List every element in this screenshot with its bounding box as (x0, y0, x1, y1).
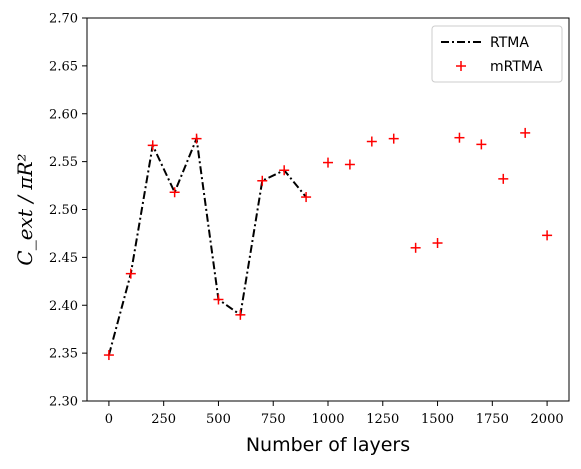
x-tick-label: 1000 (311, 412, 344, 427)
plot-frame (86, 17, 570, 402)
y-tick-label: 2.40 (49, 299, 78, 314)
x-tick-label: 250 (151, 412, 176, 427)
series-mrtma-point (542, 230, 553, 241)
y-tick-label: 2.30 (49, 395, 78, 410)
x-tick-label: 2000 (531, 412, 564, 427)
legend-rtma-label: RTMA (490, 35, 529, 51)
series-mrtma-point (191, 133, 202, 144)
series-mrtma-point (432, 238, 443, 249)
series-mrtma-point (103, 350, 114, 361)
series-rtma-line (107, 134, 307, 356)
y-tick-label: 2.50 (49, 203, 78, 218)
legend-box (431, 25, 563, 83)
legend-mrtma-swatch (456, 61, 466, 71)
series-mrtma-point (498, 173, 509, 184)
x-tick-label: 750 (261, 412, 286, 427)
y-tick-label: 2.60 (49, 107, 78, 122)
series-mrtma-point (520, 127, 531, 138)
legend: RTMA mRTMA (431, 25, 563, 83)
series-mrtma-point (323, 157, 333, 168)
series-mrtma-point (147, 140, 158, 151)
series-mrtma-point (476, 139, 487, 150)
x-tick-label: 1250 (366, 412, 399, 427)
legend-mrtma-label: mRTMA (490, 59, 543, 75)
series-mrtma-point (388, 133, 399, 144)
y-tick-label: 2.65 (49, 59, 78, 74)
x-tick-label: 500 (206, 412, 231, 427)
series-mrtma-point (125, 268, 136, 279)
y-tick-label: 2.55 (49, 155, 78, 170)
series-mrtma-point (366, 136, 377, 147)
y-tick-label: 2.45 (49, 251, 78, 266)
x-axis-label: Number of layers (246, 434, 410, 456)
series-mrtma-point (169, 187, 180, 198)
series-mrtma-point (213, 294, 224, 305)
x-tick-label: 0 (105, 412, 113, 427)
y-axis-label: C_ext / πR² (13, 153, 37, 265)
legend-mrtma-marker (456, 61, 466, 71)
ticks: 0 250 500 750 1000 1250 1500 1750 2000 2.30 2.35 2.… (49, 12, 564, 428)
series-mrtma-point (410, 242, 421, 253)
x-tick-label: 1750 (476, 412, 509, 427)
y-tick-label: 2.70 (49, 12, 78, 27)
x-tick-label: 1500 (421, 412, 454, 427)
series-mrtma-point (454, 132, 465, 143)
series-mrtma-point (235, 309, 246, 320)
series-mrtma-point (257, 175, 268, 186)
y-tick-label: 2.35 (49, 347, 78, 362)
series-mrtma-point (279, 165, 290, 176)
series (103, 127, 553, 361)
series-mrtma-point (301, 192, 312, 203)
series-mrtma-point (344, 159, 355, 170)
